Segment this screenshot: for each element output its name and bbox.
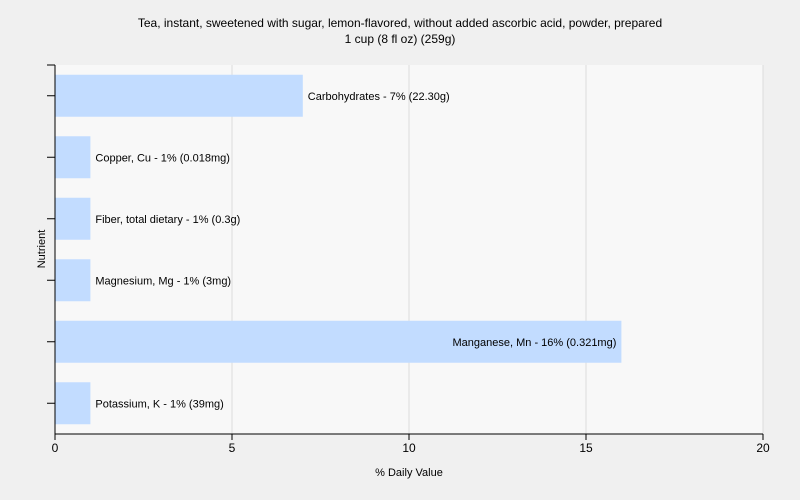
chart-title: Tea, instant, sweetened with sugar, lemo… xyxy=(137,16,663,30)
axes: 0 5 10 15 20 xyxy=(47,64,770,455)
bar-label: Magnesium, Mg - 1% (3mg) xyxy=(95,275,231,287)
bar xyxy=(55,197,91,240)
y-axis-title: Nutrient xyxy=(36,230,48,269)
bar xyxy=(55,74,303,117)
bar xyxy=(55,382,91,425)
bar xyxy=(55,320,622,363)
x-tick-label: 0 xyxy=(52,441,59,455)
bar-label: Copper, Cu - 1% (0.018mg) xyxy=(95,152,230,164)
bars: Carbohydrates - 7% (22.30g) Copper, Cu - … xyxy=(55,74,622,425)
bar xyxy=(55,259,91,302)
bar-label: Potassium, K - 1% (39mg) xyxy=(95,398,223,410)
bar-label: Carbohydrates - 7% (22.30g) xyxy=(308,91,450,103)
bar xyxy=(55,136,91,179)
gridlines xyxy=(231,65,764,434)
chart-subtitle: 1 cup (8 fl oz) (259g) xyxy=(344,32,456,46)
x-axis-title: % Daily Value xyxy=(375,467,443,479)
bar-label: Fiber, total dietary - 1% (0.3g) xyxy=(95,214,240,226)
bar-label: Manganese, Mn - 16% (0.321mg) xyxy=(453,337,617,349)
chart-title-block: Tea, instant, sweetened with sugar, lemo… xyxy=(0,15,800,47)
x-tick-label: 20 xyxy=(756,441,770,455)
x-tick-label: 10 xyxy=(402,441,416,455)
x-tick-label: 15 xyxy=(579,441,593,455)
x-tick-label: 5 xyxy=(229,441,236,455)
